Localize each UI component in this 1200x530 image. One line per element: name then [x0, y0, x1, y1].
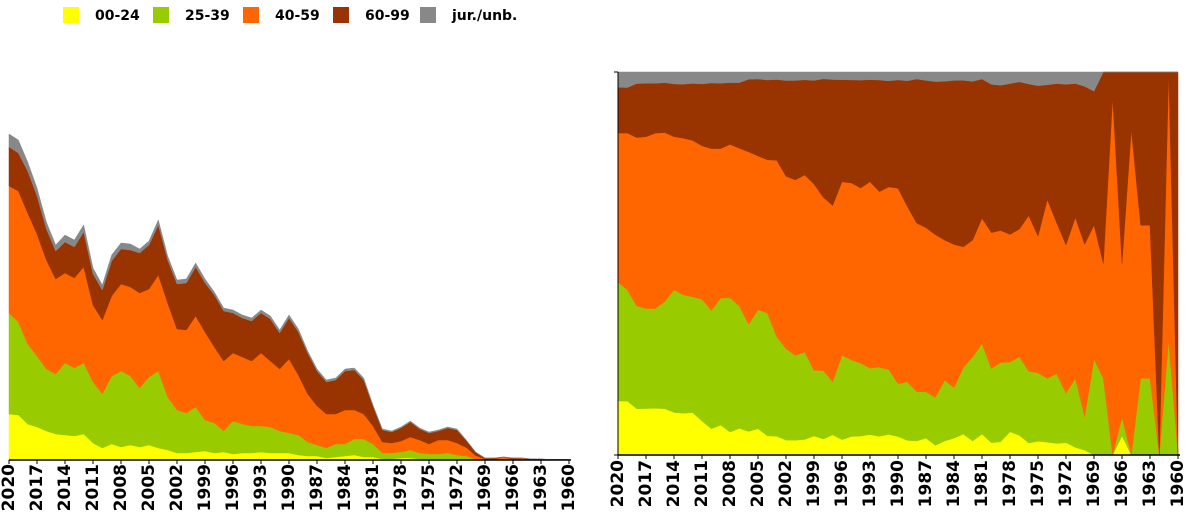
- x-tick-label: 2011: [83, 464, 103, 511]
- x-tick-label: 1978: [391, 464, 411, 511]
- x-tick-label: 1987: [916, 460, 936, 507]
- legend-swatch: [63, 7, 79, 23]
- x-tick-label: 2002: [167, 464, 187, 511]
- legend-label: 40-59: [275, 8, 320, 24]
- x-tick-label: 2008: [720, 460, 740, 507]
- x-tick-label: 1981: [972, 460, 992, 507]
- x-tick-label: 2011: [692, 460, 712, 507]
- x-tick-label: 1999: [804, 460, 824, 507]
- area-4: [617, 71, 1178, 92]
- legend-swatch: [420, 7, 436, 23]
- x-tick-label: 1984: [335, 464, 355, 511]
- x-tick-label: 1963: [531, 464, 551, 511]
- x-tick-label: 1966: [503, 464, 523, 511]
- legend-label: 25-39: [185, 8, 230, 24]
- x-tick-label: 1975: [419, 464, 439, 511]
- legend-swatch: [243, 7, 259, 23]
- x-tick-label: 1966: [1112, 460, 1132, 507]
- x-tick-label: 1993: [251, 464, 271, 511]
- x-tick-label: 2017: [636, 460, 656, 507]
- legend-swatch: [333, 7, 349, 23]
- x-tick-label: 1969: [1084, 460, 1104, 507]
- x-tick-label: 1999: [195, 464, 215, 511]
- x-tick-label: 1990: [888, 460, 908, 507]
- x-tick-label: 1996: [832, 460, 852, 507]
- x-tick-label: 2014: [664, 460, 684, 507]
- x-tick-label: 1978: [1000, 460, 1020, 507]
- x-tick-label: 2020: [0, 464, 19, 511]
- x-tick-label: 2002: [776, 460, 796, 507]
- x-tick-label: 1981: [363, 464, 383, 511]
- x-tick-label: 2017: [27, 464, 47, 511]
- x-tick-label: 2020: [608, 460, 628, 507]
- x-tick-label: 1972: [447, 464, 467, 511]
- legend-label: 60-99: [365, 8, 410, 24]
- x-tick-label: 1963: [1140, 460, 1160, 507]
- x-tick-label: 1987: [307, 464, 327, 511]
- x-tick-label: 1960: [559, 464, 579, 511]
- legend-label: 00-24: [95, 8, 140, 24]
- x-tick-label: 1996: [223, 464, 243, 511]
- x-tick-label: 2005: [748, 460, 768, 507]
- x-tick-label: 2014: [55, 464, 75, 511]
- x-tick-label: 2008: [111, 464, 131, 511]
- x-tick-label: 1993: [860, 460, 880, 507]
- x-tick-label: 1969: [475, 464, 495, 511]
- legend-swatch: [153, 7, 169, 23]
- x-tick-label: 1975: [1028, 460, 1048, 507]
- x-tick-label: 1990: [279, 464, 299, 511]
- legend-label: jur./unb.: [451, 8, 517, 24]
- x-tick-label: 1984: [944, 460, 964, 507]
- x-tick-label: 1960: [1168, 460, 1188, 507]
- x-tick-label: 2005: [139, 464, 159, 511]
- x-tick-label: 1972: [1056, 460, 1076, 507]
